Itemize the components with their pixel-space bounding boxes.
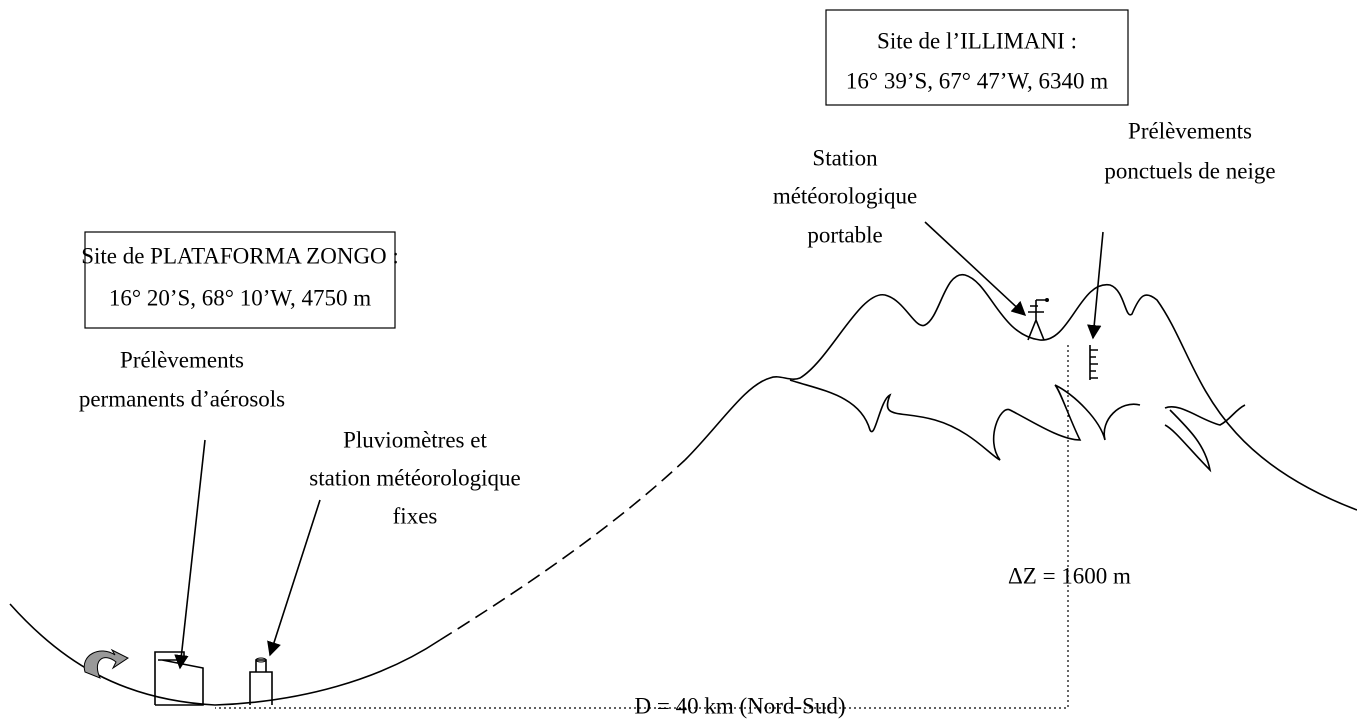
label-line: station météorologique [309, 465, 520, 490]
label-line: Station [812, 145, 878, 170]
arrow [1087, 231, 1104, 340]
mountain [684, 274, 1357, 511]
illimani-box [825, 9, 1129, 106]
glacier-line [1164, 404, 1246, 473]
aerosol-station [154, 651, 204, 706]
label-line: ponctuels de neige [1104, 158, 1275, 183]
label-line: portable [807, 222, 882, 247]
weather-station-icon [1027, 299, 1046, 341]
rain-gauge [249, 659, 273, 705]
site-name: Site de PLATAFORMA ZONGO : [81, 243, 399, 268]
label-line: permanents d’aérosols [79, 386, 285, 411]
rain-gauge-top [255, 657, 267, 663]
delta-z: ΔZ = 1600 m [1008, 563, 1131, 588]
label-line: Pluviomètres et [343, 427, 487, 452]
sensor [1045, 298, 1049, 302]
label-line: Prélèvements [1128, 118, 1252, 143]
distance: D = 40 km (Nord-Sud) [634, 693, 845, 718]
site-name: Site de l’ILLIMANI : [877, 28, 1077, 53]
ground [9, 603, 441, 706]
snow-ruler [1089, 345, 1098, 380]
arrow [267, 499, 321, 657]
glacier-line [789, 379, 1141, 461]
site-coords: 16° 20’S, 68° 10’W, 4750 m [109, 285, 371, 310]
measure-line [215, 345, 1069, 709]
zongo-box [84, 231, 396, 329]
ground-dashed [439, 459, 686, 641]
label-line: météorologique [773, 183, 917, 208]
site-coords: 16° 39’S, 67° 47’W, 6340 m [846, 68, 1108, 93]
airflow-icon [83, 648, 129, 679]
arrow [924, 221, 1027, 316]
label-line: Prélèvements [120, 347, 244, 372]
label-line: fixes [393, 503, 438, 528]
arrow [174, 439, 206, 670]
